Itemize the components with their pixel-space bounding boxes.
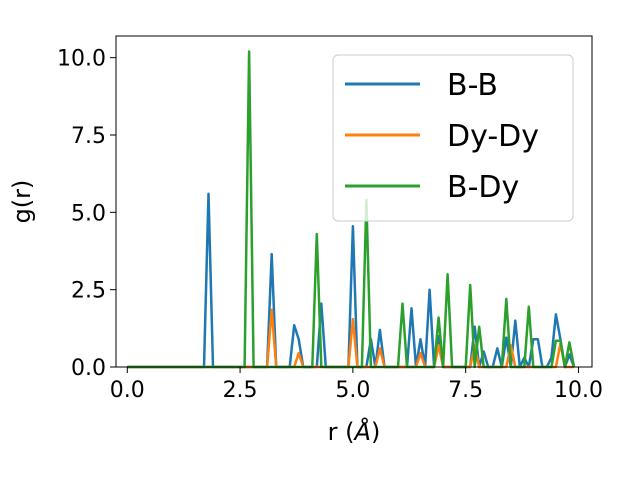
series-line-b-b (127, 192, 576, 369)
y-tick-label: 2.5 (71, 279, 106, 304)
legend-label-b-dy: B-Dy (447, 170, 519, 205)
legend-label-b-b: B-B (447, 68, 498, 103)
x-axis: 0.0 2.5 5.0 7.5 10.0 (110, 367, 603, 403)
x-tick-label: 0.0 (110, 378, 145, 403)
x-tick-label: 5.0 (335, 378, 370, 403)
y-tick-label: 5.0 (71, 201, 106, 226)
legend-label-dy-dy: Dy-Dy (447, 119, 539, 154)
x-axis-label: r (Å) (328, 417, 381, 446)
legend-box (332, 54, 574, 222)
plot-frame (115, 35, 593, 368)
legend: B-B Dy-Dy B-Dy (332, 54, 574, 222)
y-tick-label: 7.5 (71, 124, 106, 149)
y-axis-label: g(r) (8, 180, 36, 224)
y-tick-label: 10.0 (57, 47, 106, 72)
x-tick-label: 10.0 (554, 378, 603, 403)
x-tick-label: 2.5 (223, 378, 258, 403)
series-line-dy-dy (127, 308, 574, 369)
y-tick-label: 0.0 (71, 356, 106, 381)
y-axis: 0.0 2.5 5.0 7.5 10.0 (57, 47, 116, 381)
x-tick-label: 7.5 (448, 378, 483, 403)
